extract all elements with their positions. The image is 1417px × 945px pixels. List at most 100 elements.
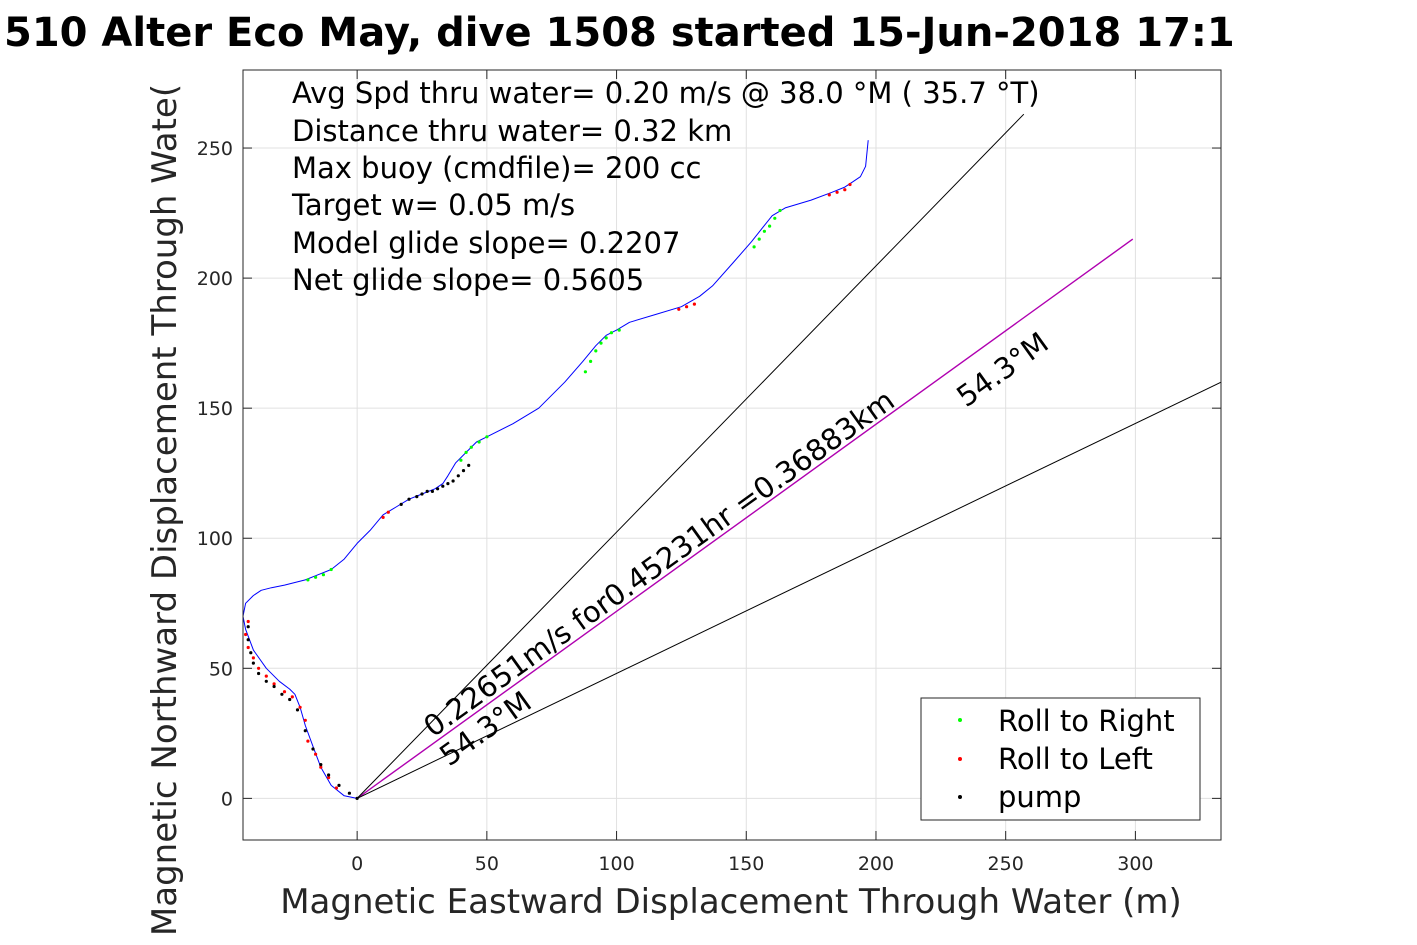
pump-point	[467, 463, 471, 467]
pump-point	[415, 495, 419, 499]
roll-right-point	[485, 435, 489, 439]
pump-point	[327, 773, 331, 777]
roll-right-point	[773, 216, 777, 220]
roll-left-point	[303, 718, 307, 722]
track-series-line	[243, 140, 869, 799]
roll-right-point	[594, 349, 598, 353]
pump-point	[246, 638, 250, 642]
legend-label-roll-right: Roll to Right	[998, 704, 1175, 738]
x-tick-label: 250	[988, 853, 1024, 875]
stats-block: Avg Spd thru water= 0.20 m/s @ 38.0 °M (…	[291, 76, 1040, 297]
pump-point	[347, 791, 351, 795]
roll-left-point	[677, 307, 681, 311]
pump-point	[303, 729, 307, 733]
roll-left-point	[827, 193, 831, 197]
roll-right-point	[583, 370, 588, 374]
legend-swatch-roll-right	[958, 718, 962, 722]
pump-point	[451, 479, 455, 483]
x-tick-label: 100	[598, 853, 634, 875]
roll-right-point	[469, 445, 473, 449]
roll-left-point	[319, 765, 323, 769]
legend-label-pump: pump	[998, 780, 1081, 814]
x-tick-label: 150	[728, 853, 764, 875]
roll-right-point	[306, 578, 310, 582]
legend-label-roll-left: Roll to Left	[998, 742, 1153, 776]
legend-swatch-roll-left	[958, 757, 962, 761]
pump-point	[264, 679, 268, 683]
pump-point	[355, 796, 359, 801]
stat-net-glide: Net glide slope= 0.5605	[292, 263, 644, 297]
pump-point	[441, 484, 445, 488]
legend-swatch-pump	[958, 795, 962, 799]
roll-right-point	[329, 567, 333, 572]
y-tick-label: 250	[197, 138, 233, 160]
roll-right-point	[762, 229, 767, 233]
stat-model-glide: Model glide slope= 0.2207	[292, 226, 680, 260]
pump-point	[272, 684, 276, 689]
pump-point	[249, 651, 253, 655]
roll-right-point	[617, 328, 621, 332]
x-tick-label: 50	[475, 853, 499, 875]
roll-left-point	[257, 666, 261, 670]
roll-left-point	[334, 786, 338, 790]
roll-left-point	[244, 632, 248, 637]
roll-right-point	[604, 336, 608, 340]
pump-point	[430, 489, 434, 493]
roll-left-point	[246, 619, 250, 624]
roll-left-point	[848, 182, 852, 187]
x-tick-label: 200	[858, 853, 894, 875]
roll-left-point	[306, 739, 310, 743]
y-axis-label: Magnetic Northward Displacement Through …	[145, 84, 185, 936]
roll-left-point	[327, 776, 331, 780]
roll-left-point	[290, 695, 294, 699]
pump-point	[456, 474, 460, 478]
pump-point	[311, 747, 315, 751]
legend-box	[920, 697, 1201, 821]
y-tick-label: 100	[197, 528, 233, 550]
roll-left-point	[381, 515, 385, 520]
roll-left-point	[298, 705, 302, 709]
pump-point	[295, 708, 300, 712]
stat-max-buoy: Max buoy (cmdfile)= 200 cc	[292, 151, 701, 185]
y-tick-label: 50	[209, 658, 233, 680]
pump-point	[420, 492, 424, 496]
pump-point	[319, 763, 323, 767]
y-tick-label: 0	[221, 788, 233, 810]
axes-box	[242, 69, 1222, 841]
pump-point	[246, 625, 250, 629]
roll-right-point	[609, 331, 614, 335]
roll-right-point	[778, 208, 782, 213]
roll-right-point	[321, 573, 325, 577]
pump-point	[461, 469, 466, 473]
roll-left-point	[264, 674, 268, 678]
pump-point	[399, 502, 403, 506]
line-layer	[243, 113, 1221, 799]
y-tick-label: 200	[197, 268, 233, 290]
roll-left-point	[685, 305, 689, 309]
pump-point	[446, 482, 450, 486]
roll-right-point	[314, 575, 318, 579]
pump-point	[280, 692, 284, 696]
roll-left-point	[246, 645, 250, 650]
axis-ticks: 0 50 100 150 200 250 300 0 50 100 150 200 250	[197, 70, 1221, 875]
roll-left-point	[835, 190, 839, 194]
pump-point	[257, 671, 261, 676]
pump-point	[337, 783, 341, 788]
roll-right-point	[599, 341, 603, 345]
roll-right-point	[589, 359, 593, 363]
pump-point	[436, 487, 440, 491]
pump-point	[251, 661, 255, 665]
point-layer	[244, 182, 852, 801]
legend: Roll to Right Roll to Left pump	[920, 697, 1201, 821]
x-axis-label: Magnetic Eastward Displacement Through W…	[280, 882, 1182, 922]
roll-right-point	[477, 440, 481, 444]
pump-point	[407, 497, 411, 501]
pump-point	[288, 697, 292, 702]
stat-avg-speed: Avg Spd thru water= 0.20 m/s @ 38.0 °M (…	[292, 76, 1040, 110]
roll-left-point	[692, 302, 697, 306]
stat-distance: Distance thru water= 0.32 km	[292, 114, 732, 148]
x-tick-label: 0	[351, 853, 363, 875]
roll-left-point	[282, 690, 287, 694]
roll-left-point	[386, 510, 390, 514]
